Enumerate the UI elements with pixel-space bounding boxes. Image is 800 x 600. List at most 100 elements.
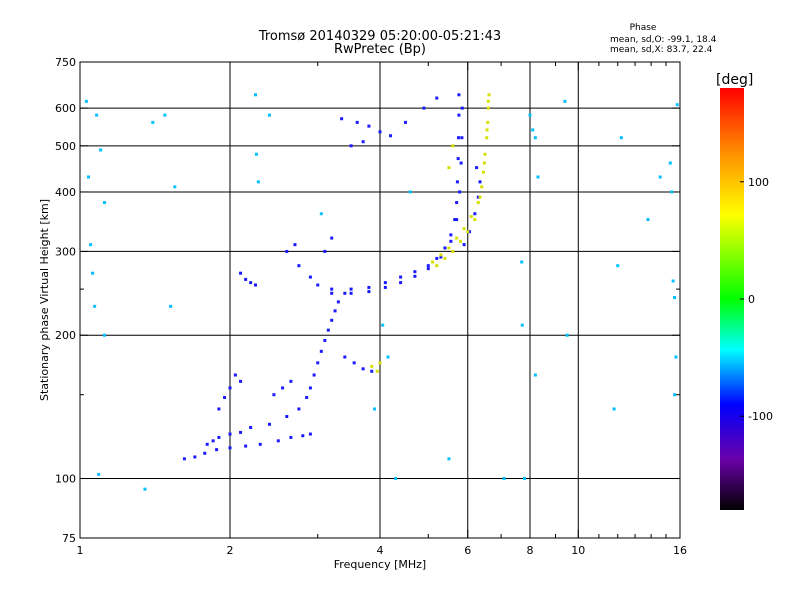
data-point-o bbox=[399, 281, 403, 285]
data-point-scattered bbox=[447, 457, 451, 461]
data-point-o bbox=[228, 432, 232, 436]
data-point-o bbox=[478, 180, 482, 184]
data-point-o bbox=[435, 96, 439, 100]
data-point-scattered bbox=[670, 190, 674, 194]
data-point-o bbox=[308, 275, 312, 279]
data-point-o bbox=[460, 136, 464, 140]
data-point-x bbox=[485, 136, 489, 140]
x-tick-label: 2 bbox=[227, 544, 234, 557]
grid-lines bbox=[80, 62, 680, 538]
data-point-o bbox=[367, 124, 371, 128]
data-point-o bbox=[215, 448, 219, 452]
data-point-o bbox=[455, 218, 459, 222]
data-point-o bbox=[301, 434, 305, 438]
data-point-o bbox=[449, 233, 453, 237]
plot-frame bbox=[79, 61, 681, 539]
data-point-o bbox=[443, 246, 447, 250]
data-point-scattered bbox=[254, 152, 258, 156]
data-point-o bbox=[426, 264, 430, 268]
data-point-x bbox=[431, 260, 435, 264]
data-point-x bbox=[447, 246, 451, 250]
x-tick-label: 6 bbox=[464, 544, 471, 557]
data-point-o bbox=[333, 309, 337, 313]
data-point-x bbox=[486, 99, 490, 103]
data-point-o bbox=[426, 267, 430, 271]
y-tick-label: 200 bbox=[55, 329, 76, 342]
data-point-o bbox=[239, 379, 243, 383]
data-point-o bbox=[239, 430, 243, 434]
y-tick-label: 75 bbox=[62, 532, 76, 545]
data-point-scattered bbox=[163, 113, 167, 117]
data-point-o bbox=[244, 277, 248, 281]
y-tick-label: 500 bbox=[55, 140, 76, 153]
data-point-scattered bbox=[533, 136, 537, 140]
data-point-scattered bbox=[565, 333, 569, 337]
data-point-scattered bbox=[169, 304, 173, 308]
data-point-scattered bbox=[563, 99, 567, 103]
data-point-o bbox=[355, 120, 359, 124]
data-point-o bbox=[352, 361, 356, 365]
x-axis-label: Frequency [MHz] bbox=[334, 558, 426, 571]
data-point-o bbox=[403, 120, 407, 124]
chart-title: Tromsø 20140329 05:20:00-05:21:43 bbox=[258, 29, 501, 44]
data-point-o bbox=[457, 113, 461, 117]
data-point-o bbox=[244, 444, 248, 448]
data-point-o bbox=[308, 432, 312, 436]
data-point-o bbox=[367, 285, 371, 289]
data-point-o bbox=[453, 218, 457, 222]
data-point-o bbox=[340, 117, 344, 121]
colorbar-label: [deg] bbox=[716, 72, 753, 88]
data-point-x bbox=[481, 170, 485, 174]
data-point-scattered bbox=[646, 218, 650, 222]
data-point-o bbox=[233, 373, 237, 377]
data-point-x bbox=[487, 93, 491, 97]
data-point-o bbox=[228, 386, 232, 390]
data-point-scattered bbox=[319, 212, 323, 216]
y-tick-label: 400 bbox=[55, 186, 76, 199]
data-point-o bbox=[343, 291, 347, 295]
data-point-o bbox=[383, 285, 387, 289]
data-point-o bbox=[330, 291, 334, 295]
data-point-scattered bbox=[673, 296, 677, 300]
data-point-scattered bbox=[103, 333, 107, 337]
data-point-o bbox=[399, 275, 403, 279]
stats-line-o: mean, sd,O: -99.1, 18.4 bbox=[610, 35, 717, 45]
data-point-x bbox=[462, 227, 466, 231]
colorbar-tick-label: 100 bbox=[748, 176, 769, 189]
data-point-x bbox=[455, 236, 459, 240]
data-point-o bbox=[267, 422, 271, 426]
data-point-o bbox=[343, 355, 347, 359]
data-point-scattered bbox=[616, 264, 620, 268]
data-point-o bbox=[319, 349, 323, 353]
x-tick-labels: 1 2 4 6 8 10 16 bbox=[77, 544, 688, 557]
data-point-o bbox=[361, 367, 365, 371]
data-point-scattered bbox=[95, 113, 99, 117]
data-point-o bbox=[349, 291, 353, 295]
x-tick-label: 10 bbox=[571, 544, 585, 557]
data-point-scattered bbox=[674, 355, 678, 359]
data-point-o bbox=[378, 130, 382, 134]
data-point-o bbox=[316, 283, 320, 287]
data-point-o bbox=[272, 393, 276, 397]
data-point-scattered bbox=[520, 323, 524, 327]
data-point-scattered bbox=[103, 201, 107, 205]
data-point-o bbox=[330, 318, 334, 322]
data-point-scattered bbox=[256, 180, 260, 184]
data-point-o bbox=[462, 243, 466, 247]
data-point-o bbox=[211, 439, 215, 443]
data-point-o bbox=[285, 414, 289, 418]
chart-subtitle: RwPretec (Bp) bbox=[334, 42, 426, 57]
data-point-scattered bbox=[531, 128, 535, 132]
colorbar-tick-label: 0 bbox=[748, 293, 755, 306]
data-point-x bbox=[443, 256, 447, 260]
data-point-x bbox=[451, 249, 455, 253]
data-point-o bbox=[413, 270, 417, 274]
data-point-x bbox=[469, 215, 473, 219]
data-point-o bbox=[312, 373, 316, 377]
data-point-scattered bbox=[151, 120, 155, 124]
data-point-x bbox=[435, 264, 439, 268]
data-point-x bbox=[476, 201, 480, 205]
data-point-scattered bbox=[658, 175, 662, 179]
data-point-o bbox=[475, 166, 479, 170]
data-point-o bbox=[323, 338, 327, 342]
